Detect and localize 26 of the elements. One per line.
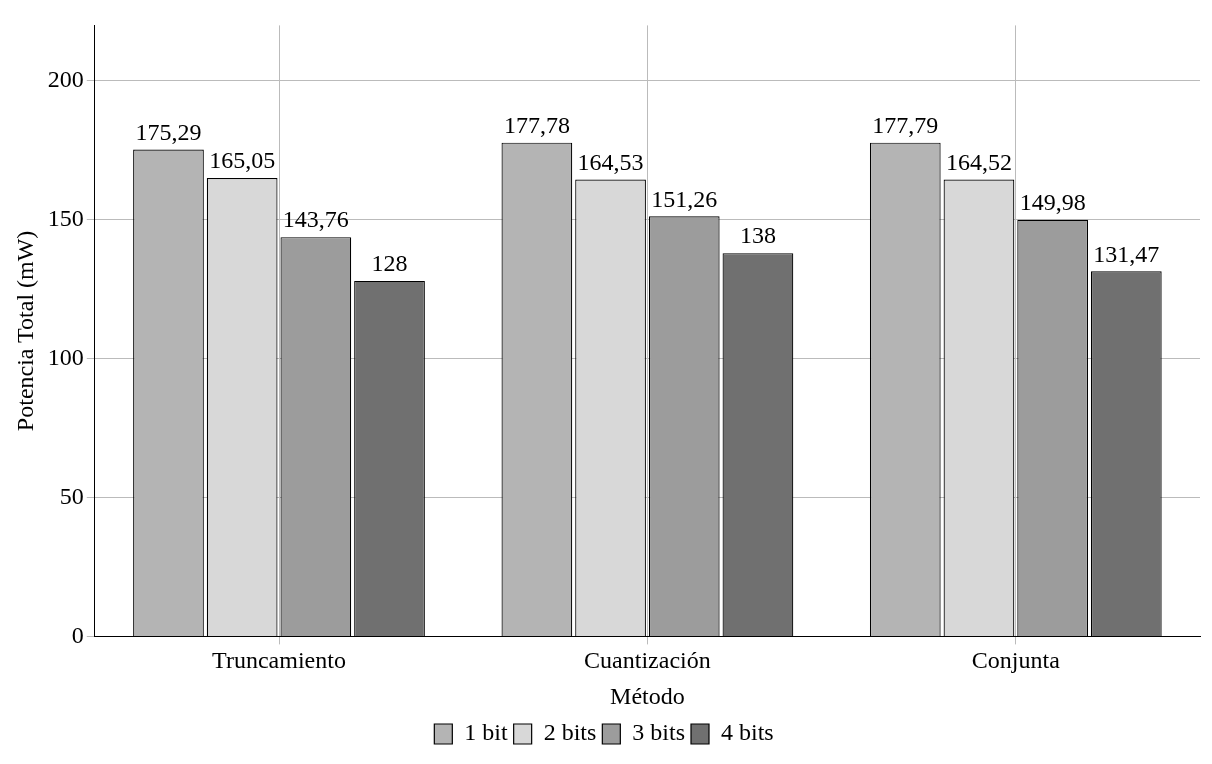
legend-label: 4 bits — [721, 719, 774, 746]
x-axis-title: Método — [610, 682, 685, 709]
y-tick-label: 100 — [47, 343, 84, 370]
y-tick-label: 50 — [59, 482, 84, 509]
y-tick-label: 200 — [47, 66, 84, 93]
data-label: 164,53 — [577, 148, 644, 175]
legend-label: 2 bits — [543, 719, 597, 746]
y-tick-label: 0 — [71, 621, 84, 648]
data-label: 149,98 — [1019, 189, 1086, 216]
data-label: 151,26 — [651, 185, 718, 212]
x-tick-label: Truncamiento — [212, 647, 346, 674]
data-label: 128 — [371, 250, 408, 277]
data-label: 131,47 — [1093, 240, 1160, 267]
data-label: 138 — [739, 222, 776, 249]
data-label: 175,29 — [135, 118, 202, 145]
x-tick-label: Cuantización — [584, 647, 711, 674]
y-tick-label: 150 — [47, 205, 84, 232]
data-label: 177,79 — [872, 111, 939, 138]
y-axis-title: Potencia Total (mW) — [11, 230, 38, 432]
legend-label: 1 bit — [464, 719, 508, 746]
data-label: 165,05 — [209, 147, 276, 174]
data-label: 143,76 — [282, 206, 349, 233]
data-label: 177,78 — [503, 111, 570, 138]
data-label: 164,52 — [945, 148, 1012, 175]
legend-label: 3 bits — [632, 719, 686, 746]
x-tick-label: Conjunta — [971, 647, 1061, 674]
